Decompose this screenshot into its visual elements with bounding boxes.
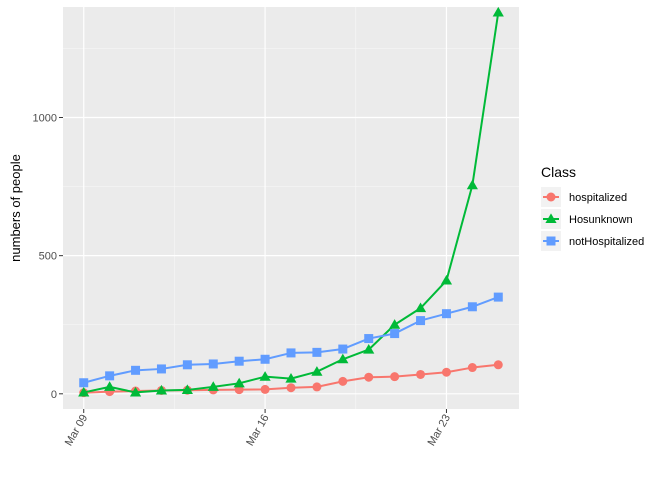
legend-title: Class	[541, 164, 576, 180]
data-point-Hosunknown	[363, 343, 375, 354]
data-point-notHospitalized	[260, 354, 270, 364]
data-point-Hosunknown	[337, 353, 349, 364]
data-point-notHospitalized	[338, 344, 348, 354]
data-point-Hosunknown	[233, 377, 245, 388]
data-point-notHospitalized	[441, 309, 451, 319]
minor-gridlines	[63, 7, 519, 409]
data-point-Hosunknown	[414, 302, 427, 313]
legend-key-Hosunknown	[541, 209, 561, 229]
data-point-Hosunknown	[285, 373, 297, 383]
data-point-hospitalized	[234, 385, 244, 395]
y-tick-label: 1000	[33, 113, 57, 125]
data-point-notHospitalized	[156, 364, 166, 374]
x-tick-label: Mar 23	[426, 413, 454, 449]
data-point-notHospitalized	[286, 348, 296, 358]
data-point-Hosunknown	[440, 274, 453, 285]
data-point-Hosunknown	[181, 384, 193, 394]
data-point-notHospitalized	[208, 359, 218, 369]
data-point-hospitalized	[416, 369, 426, 379]
y-axis: 0 500 1000	[33, 113, 63, 401]
data-point-Hosunknown	[466, 179, 478, 190]
x-tick-label: Mar 16	[244, 413, 272, 449]
data-point-Hosunknown	[207, 381, 219, 391]
data-point-hospitalized	[338, 376, 348, 386]
data-point-Hosunknown	[492, 6, 504, 17]
x-tick-label: Mar 09	[63, 413, 91, 449]
data-point-notHospitalized	[79, 378, 89, 388]
data-point-hospitalized	[467, 363, 477, 373]
legend-key-marker	[546, 236, 556, 246]
data-point-notHospitalized	[105, 371, 115, 381]
data-point-Hosunknown	[155, 384, 168, 395]
legend-key-hospitalized	[541, 187, 561, 207]
legend-key-marker	[546, 192, 556, 202]
data-point-notHospitalized	[390, 329, 400, 339]
data-point-hospitalized	[364, 372, 374, 382]
data-point-hospitalized	[493, 360, 503, 370]
data-point-Hosunknown	[389, 319, 401, 329]
y-tick-label: 500	[39, 251, 57, 263]
data-point-Hosunknown	[104, 381, 116, 391]
data-point-notHospitalized	[364, 334, 374, 344]
data-point-notHospitalized	[312, 347, 322, 357]
legend-key-notHospitalized	[541, 231, 561, 251]
legend-label-notHospitalized: notHospitalized	[569, 236, 644, 248]
legend-label-hospitalized: hospitalized	[569, 192, 627, 204]
series-notHospitalized	[79, 292, 503, 388]
data-point-Hosunknown	[259, 371, 271, 381]
series-layer	[78, 6, 504, 398]
y-axis-title: numbers of people	[8, 154, 23, 262]
data-point-hospitalized	[286, 383, 296, 393]
data-point-hospitalized	[390, 372, 400, 382]
data-point-notHospitalized	[182, 360, 192, 370]
series-Hosunknown	[78, 6, 504, 397]
data-point-notHospitalized	[467, 302, 477, 312]
data-point-notHospitalized	[234, 356, 244, 366]
data-point-Hosunknown	[311, 366, 323, 376]
data-point-hospitalized	[312, 382, 322, 392]
data-point-notHospitalized	[493, 292, 503, 302]
data-point-Hosunknown	[129, 386, 142, 397]
plot-panel	[63, 7, 519, 409]
data-point-Hosunknown	[78, 386, 90, 397]
data-point-notHospitalized	[131, 365, 141, 375]
data-point-notHospitalized	[416, 316, 426, 326]
legend-label-Hosunknown: Hosunknown	[569, 214, 633, 226]
x-axis: Mar 09 Mar 16 Mar 23	[63, 409, 453, 448]
legend-key-marker	[545, 213, 557, 224]
y-tick-label: 0	[51, 389, 57, 401]
data-point-hospitalized	[441, 367, 451, 377]
data-point-hospitalized	[260, 384, 270, 394]
major-gridlines	[63, 7, 519, 409]
legend: Class hospitalized Hosunknown notHospitali…	[541, 164, 644, 251]
